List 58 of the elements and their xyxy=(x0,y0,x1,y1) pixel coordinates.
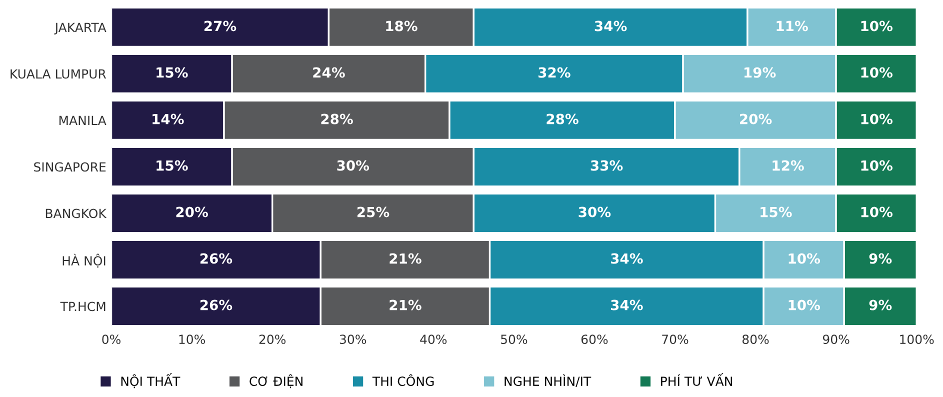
x-tick-label: 70% xyxy=(662,334,688,344)
data-label: 28% xyxy=(321,114,353,124)
data-label: 34% xyxy=(594,20,627,32)
data-label: 30% xyxy=(337,160,370,171)
legend-label: THI CÔNG xyxy=(372,374,434,386)
y-tick-label: JAKARTA xyxy=(54,22,106,34)
data-label: 10% xyxy=(861,206,893,218)
data-label: 10% xyxy=(861,20,893,32)
y-tick-label: BANGKOK xyxy=(46,208,107,218)
data-label: 25% xyxy=(357,206,390,218)
data-label: 26% xyxy=(200,300,232,310)
x-tick-label: 30% xyxy=(340,334,366,344)
data-label: 12% xyxy=(772,160,804,171)
data-label: 18% xyxy=(386,20,418,32)
data-label: 9% xyxy=(869,300,892,310)
data-label: 30% xyxy=(578,206,611,218)
data-label: 11% xyxy=(776,20,808,32)
y-tick-label: HÀ NỘI xyxy=(62,254,106,268)
x-tick-label: 0% xyxy=(102,334,120,344)
data-label: 10% xyxy=(788,300,820,310)
data-label: 15% xyxy=(156,67,188,78)
data-label: 21% xyxy=(390,300,422,310)
data-label: 34% xyxy=(610,300,643,310)
data-label: 26% xyxy=(200,253,232,264)
x-tick-label: 40% xyxy=(420,334,447,344)
data-label: 10% xyxy=(861,67,893,78)
data-label: 27% xyxy=(204,20,236,32)
x-tick-label: 80% xyxy=(742,334,769,344)
legend-label: PHÍ TƯ VẤN xyxy=(661,373,732,386)
y-tick-label: TP.HCM xyxy=(60,302,106,312)
data-label: 10% xyxy=(788,253,820,264)
legend-label: CƠ ĐIỆN xyxy=(250,374,302,388)
data-label: 32% xyxy=(538,67,570,78)
y-tick-label: SINGAPORE xyxy=(34,162,106,172)
data-label: 34% xyxy=(610,253,643,264)
data-label: 19% xyxy=(744,67,776,78)
data-label: 20% xyxy=(740,114,772,124)
data-label: 10% xyxy=(861,160,893,171)
x-tick-label: 100% xyxy=(900,334,934,344)
data-label: 15% xyxy=(760,206,792,218)
x-tick-label: 90% xyxy=(822,334,850,344)
x-tick-label: 60% xyxy=(581,334,608,344)
legend-label: NỘI THẤT xyxy=(121,373,180,388)
x-tick-label: 10% xyxy=(179,334,206,344)
data-label: 21% xyxy=(390,253,422,264)
data-label: 28% xyxy=(546,114,578,124)
y-tick-label: KUALA LUMPUR xyxy=(10,69,106,79)
data-label: 20% xyxy=(176,206,208,218)
data-label: 14% xyxy=(152,114,184,124)
y-tick-label: MANILA xyxy=(59,116,106,125)
legend-label: NGHE NHÌN/IT xyxy=(504,374,592,387)
x-tick-label: 20% xyxy=(259,334,286,344)
data-label: 10% xyxy=(861,114,893,124)
data-label: 33% xyxy=(590,160,623,171)
data-label: 9% xyxy=(869,253,892,264)
data-label: 15% xyxy=(156,160,188,171)
data-label: 24% xyxy=(313,67,345,78)
x-tick-label: 50% xyxy=(501,334,528,344)
